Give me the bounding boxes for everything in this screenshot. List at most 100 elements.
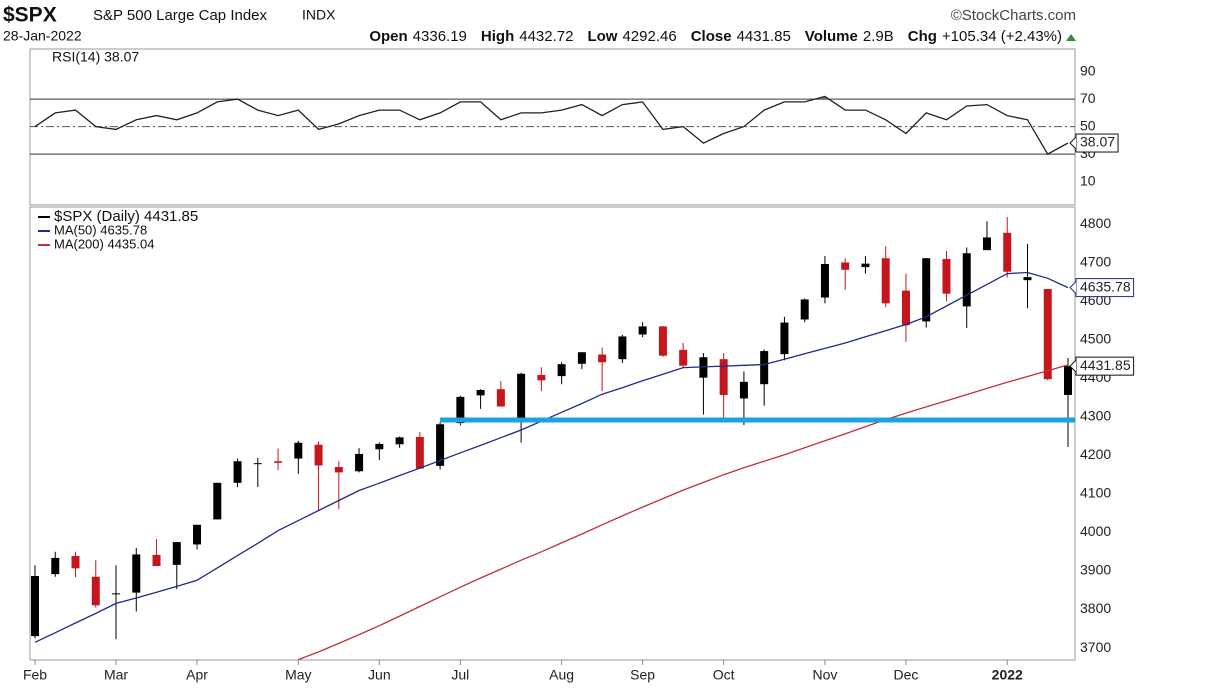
y-tick-label: 4000 xyxy=(1080,523,1111,539)
candle-body xyxy=(557,364,566,377)
moving-average xyxy=(298,364,1069,660)
x-tick-label: Sep xyxy=(630,667,655,683)
legend-label: MA(200) 4435.04 xyxy=(54,236,154,251)
candle-body xyxy=(861,263,870,268)
labels: 907050301038.074800470046004500440043004… xyxy=(23,62,1135,683)
candle-body xyxy=(274,461,283,463)
legend-label: MA(50) 4635.78 xyxy=(54,222,147,237)
x-tick-label: Feb xyxy=(23,667,47,683)
y-tick-label: 10 xyxy=(1080,172,1096,188)
candle-body xyxy=(213,482,222,520)
candle-body xyxy=(537,374,546,381)
candle-body xyxy=(820,264,829,298)
field-label: Low xyxy=(587,28,617,45)
overbought-fill xyxy=(35,96,1068,100)
value-box-pointer xyxy=(1069,359,1077,373)
field-label: Volume xyxy=(805,28,858,45)
candle-body xyxy=(982,237,991,251)
y-tick-label: 4700 xyxy=(1080,254,1111,270)
x-tick-label: Mar xyxy=(104,667,128,683)
candle-body xyxy=(1023,277,1032,281)
x-tick-label: Aug xyxy=(549,667,574,683)
y-tick-label: 70 xyxy=(1080,90,1096,106)
y-tick-label: 3900 xyxy=(1080,562,1111,578)
candle-body xyxy=(1064,366,1072,395)
field-label: High xyxy=(481,28,514,45)
value-box-label: 4431.85 xyxy=(1080,357,1131,373)
candle-body xyxy=(901,290,910,326)
candle-body xyxy=(881,258,890,304)
candle-body xyxy=(51,557,60,575)
exchange: INDX xyxy=(302,7,336,23)
candle-body xyxy=(172,542,181,565)
candle-body xyxy=(780,322,789,355)
candle-body xyxy=(375,443,384,450)
candle-body xyxy=(71,555,80,569)
candle-body xyxy=(31,576,39,637)
field-label: Close xyxy=(691,28,732,45)
candle-body xyxy=(841,262,850,270)
y-tick-label: 50 xyxy=(1080,117,1096,133)
field-value: 4292.46 xyxy=(622,28,676,45)
candle-body xyxy=(679,349,688,366)
moving-average xyxy=(34,271,1069,643)
value-box-label: 38.07 xyxy=(1080,134,1115,150)
candle-body xyxy=(496,389,505,407)
candle-body xyxy=(739,381,748,399)
candle-body xyxy=(760,351,769,385)
symbol: $SPX xyxy=(3,4,57,27)
candle-body xyxy=(638,326,647,335)
y-tick-label: 4800 xyxy=(1080,215,1111,231)
price-panel xyxy=(29,206,1076,661)
candle-body xyxy=(395,437,404,445)
rsi-line xyxy=(34,95,1069,155)
candle-body xyxy=(577,352,586,364)
value-box-pointer xyxy=(1069,136,1077,150)
rsi-plot xyxy=(30,95,1075,155)
candle-body xyxy=(415,436,424,469)
y-tick-label: 3800 xyxy=(1080,600,1111,616)
candle-body xyxy=(618,336,627,360)
copyright: ©StockCharts.com xyxy=(951,7,1076,24)
x-tick-label: Oct xyxy=(713,667,735,683)
quote-fields: Open 4336.19 High 4432.72 Low 4292.46 Close 443… xyxy=(369,28,1062,45)
x-tick-label: Apr xyxy=(186,667,208,683)
x-tick-label: May xyxy=(285,667,311,683)
candle-body xyxy=(152,554,161,567)
x-tick-label: Dec xyxy=(894,667,919,683)
candle-body xyxy=(132,554,141,593)
candle-body xyxy=(355,453,364,472)
y-tick-label: 4100 xyxy=(1080,485,1111,501)
field-value: 4431.85 xyxy=(737,28,791,45)
legend-label: $SPX (Daily) 4431.85 xyxy=(54,208,198,225)
x-tick-label: 2022 xyxy=(992,667,1023,683)
index-name: S&P 500 Large Cap Index xyxy=(93,7,268,24)
y-tick-label: 4200 xyxy=(1080,446,1111,462)
candle-body xyxy=(294,442,303,459)
field-value: 2.9B xyxy=(863,28,894,45)
candle-body xyxy=(112,593,121,595)
candle-body xyxy=(800,299,809,320)
x-tick-label: Jul xyxy=(451,667,469,683)
field-value: +105.34 (+2.43%) xyxy=(942,28,1062,45)
candle-body xyxy=(314,444,323,466)
candle-body xyxy=(517,373,526,419)
candle-body xyxy=(193,524,202,545)
candle-body xyxy=(436,424,445,466)
candle-body xyxy=(253,463,262,465)
field-label: Open xyxy=(369,28,407,45)
candle-body xyxy=(1003,232,1012,272)
candle-body xyxy=(962,253,971,307)
candle-body xyxy=(719,359,728,395)
candle-body xyxy=(942,259,951,294)
value-box-pointer xyxy=(1069,281,1077,294)
field-label: Chg xyxy=(908,28,937,45)
date: 28-Jan-2022 xyxy=(3,28,82,44)
candle-body xyxy=(1043,289,1052,380)
oversold-fill xyxy=(35,96,1068,154)
y-tick-label: 4300 xyxy=(1080,408,1111,424)
candle-body xyxy=(334,467,343,473)
rsi-legend: RSI(14) 38.07 xyxy=(52,49,139,65)
